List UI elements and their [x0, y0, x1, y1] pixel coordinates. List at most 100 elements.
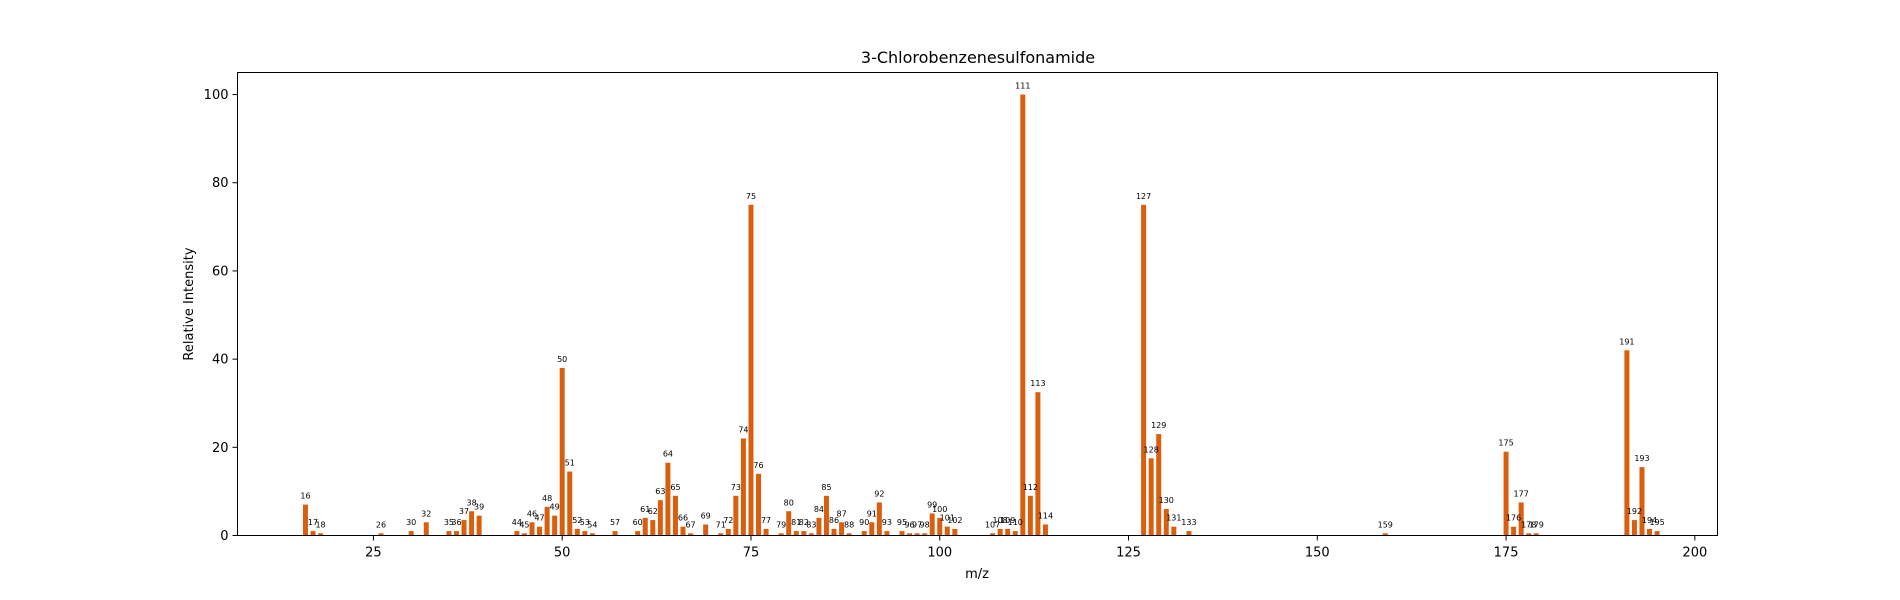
- bar-mz-53: [582, 531, 588, 536]
- bar-label-mz-30: 30: [406, 518, 416, 527]
- bar-mz-39: [476, 515, 482, 536]
- bar-label-mz-77: 77: [761, 516, 771, 525]
- bar-label-mz-159: 159: [1378, 520, 1393, 529]
- bar-mz-80: [786, 511, 792, 536]
- bar-mz-178: [1526, 533, 1532, 536]
- bar-label-mz-85: 85: [821, 483, 831, 492]
- bar-label-mz-53: 53: [580, 518, 590, 527]
- bar-mz-90: [861, 531, 867, 536]
- bar-label-mz-109: 109: [1000, 516, 1015, 525]
- bar-mz-17: [310, 531, 316, 536]
- bar-mz-101: [944, 526, 950, 536]
- bar-label-mz-50: 50: [557, 355, 567, 364]
- bar-label-mz-90: 90: [859, 518, 869, 527]
- bar-label-mz-93: 93: [882, 518, 892, 527]
- bar-label-mz-195: 195: [1649, 518, 1664, 527]
- bar-label-mz-193: 193: [1634, 454, 1649, 463]
- bar-mz-75: [748, 204, 754, 536]
- bar-mz-16: [302, 504, 308, 536]
- bar-label-mz-87: 87: [836, 509, 846, 518]
- bar-mz-66: [680, 526, 686, 536]
- bar-label-mz-63: 63: [655, 487, 665, 496]
- bar-label-mz-112: 112: [1023, 483, 1038, 492]
- y-tick-label-40: 40: [212, 353, 229, 368]
- bar-mz-50: [559, 367, 565, 536]
- bar-mz-54: [589, 533, 595, 536]
- bar-label-mz-92: 92: [874, 489, 884, 498]
- bar-label-mz-74: 74: [738, 425, 748, 434]
- bar-label-mz-66: 66: [678, 514, 688, 523]
- bar-mz-57: [612, 531, 618, 536]
- bar-mz-85: [823, 495, 829, 536]
- bar-mz-97: [914, 533, 920, 536]
- bar-mz-49: [552, 515, 558, 536]
- bar-label-mz-130: 130: [1159, 496, 1174, 505]
- x-tick-label-50: 50: [554, 546, 571, 561]
- x-tick-label-200: 200: [1682, 546, 1707, 561]
- bar-mz-32: [423, 522, 429, 536]
- bar-label-mz-38: 38: [466, 498, 476, 507]
- bar-mz-48: [544, 506, 550, 536]
- bar-label-mz-26: 26: [376, 520, 386, 529]
- bar-label-mz-191: 191: [1619, 337, 1634, 346]
- bar-mz-84: [816, 517, 822, 536]
- bar-label-mz-35: 35: [444, 518, 454, 527]
- bar-mz-82: [801, 531, 807, 536]
- bar-label-mz-47: 47: [534, 514, 544, 523]
- bar-mz-114: [1042, 524, 1048, 536]
- bar-label-mz-107: 107: [985, 520, 1000, 529]
- bar-label-mz-114: 114: [1038, 511, 1053, 520]
- bar-label-mz-83: 83: [806, 520, 816, 529]
- bar-mz-131: [1171, 526, 1177, 536]
- bar-label-mz-18: 18: [315, 520, 325, 529]
- bar-mz-129: [1156, 434, 1162, 536]
- bar-label-mz-36: 36: [451, 518, 461, 527]
- bar-label-mz-54: 54: [587, 520, 597, 529]
- bar-mz-91: [869, 522, 875, 536]
- bar-label-mz-65: 65: [670, 483, 680, 492]
- bar-mz-81: [793, 531, 799, 536]
- bar-mz-112: [1027, 495, 1033, 536]
- bar-mz-87: [839, 522, 845, 536]
- bar-mz-176: [1511, 526, 1517, 536]
- bar-mz-18: [318, 533, 324, 536]
- bar-mz-61: [642, 517, 648, 536]
- x-tick-label-100: 100: [927, 546, 952, 561]
- bar-mz-72: [725, 528, 731, 536]
- bar-mz-100: [937, 517, 943, 536]
- bar-mz-179: [1533, 533, 1539, 536]
- bar-mz-127: [1141, 204, 1147, 536]
- bar-mz-44: [514, 531, 520, 536]
- bar-label-mz-128: 128: [1144, 445, 1159, 454]
- bar-mz-73: [733, 495, 739, 536]
- y-axis-label: Relative Intensity: [182, 247, 197, 360]
- bar-mz-77: [763, 528, 769, 536]
- bar-mz-133: [1186, 531, 1192, 536]
- bar-mz-175: [1503, 451, 1509, 536]
- bar-mz-74: [740, 438, 746, 536]
- bar-mz-30: [408, 531, 414, 536]
- bar-label-mz-129: 129: [1151, 421, 1166, 430]
- bar-mz-96: [907, 533, 913, 536]
- bar-mz-35: [446, 531, 452, 536]
- bar-label-mz-111: 111: [1015, 82, 1030, 91]
- bar-label-mz-88: 88: [844, 520, 854, 529]
- bar-label-mz-52: 52: [572, 516, 582, 525]
- bar-mz-86: [831, 528, 837, 536]
- plot-area-frame: [237, 72, 1718, 536]
- bar-label-mz-49: 49: [550, 503, 560, 512]
- bar-label-mz-44: 44: [512, 518, 522, 527]
- bar-mz-67: [688, 533, 694, 536]
- bar-mz-37: [461, 520, 467, 536]
- bar-mz-79: [778, 533, 784, 536]
- bar-mz-64: [665, 462, 671, 536]
- bar-mz-109: [1005, 528, 1011, 536]
- x-axis: 25 50 75 100 125 150 175 200: [365, 535, 1707, 561]
- chart-title: 3-Chlorobenzenesulfonamide: [861, 48, 1095, 67]
- bar-mz-98: [922, 533, 928, 536]
- bar-series: [302, 94, 1660, 536]
- bar-label-mz-79: 79: [776, 520, 786, 529]
- bar-mz-107: [990, 533, 996, 536]
- bar-label-mz-110: 110: [1008, 518, 1023, 527]
